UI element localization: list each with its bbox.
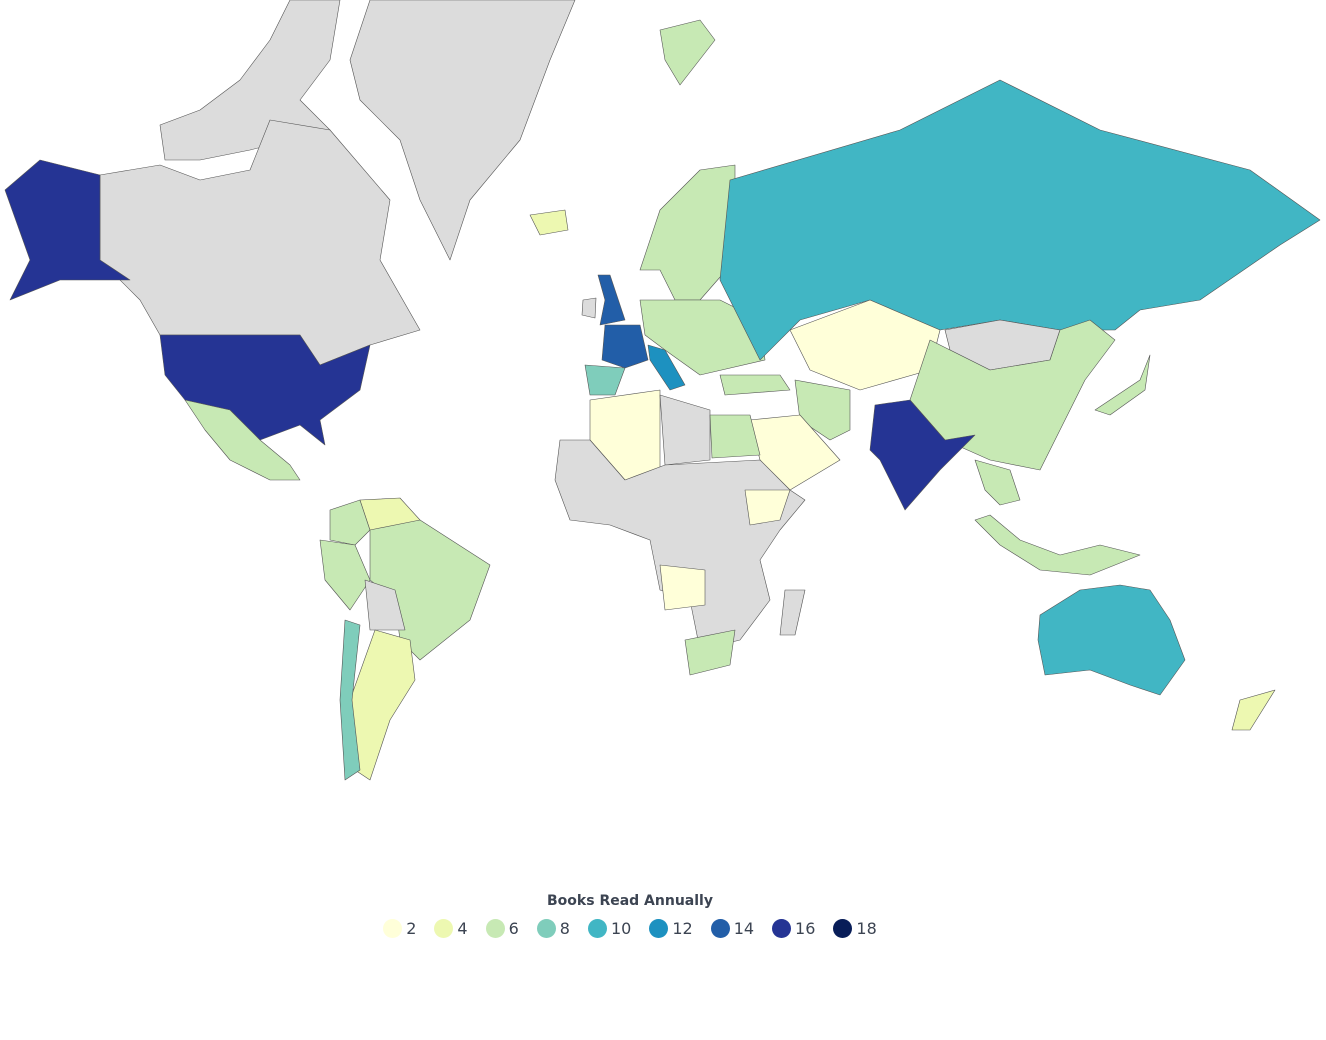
country-angola[interactable] bbox=[659, 564, 706, 611]
legend-color-swatch bbox=[434, 919, 454, 938]
legend-item[interactable]: 2 bbox=[383, 919, 416, 938]
legend-color-swatch bbox=[587, 919, 607, 938]
legend-label: 10 bbox=[610, 919, 632, 938]
country-ethiopia[interactable] bbox=[744, 489, 791, 526]
legend-label: 12 bbox=[672, 919, 693, 938]
country-france[interactable] bbox=[601, 324, 649, 369]
country-arctic-islands[interactable] bbox=[159, 0, 341, 161]
legend-color-swatch bbox=[383, 919, 403, 938]
country-spain[interactable] bbox=[584, 364, 626, 396]
country-ireland[interactable] bbox=[581, 297, 597, 319]
legend-item[interactable]: 14 bbox=[710, 919, 755, 938]
country-india[interactable] bbox=[869, 399, 976, 511]
legend-label: 4 bbox=[457, 919, 468, 938]
legend-label: 2 bbox=[406, 919, 417, 938]
legend: Books Read Annually 2 4 6 8 10 12 14 16 18 bbox=[0, 893, 1260, 938]
world-map bbox=[4, 0, 1321, 781]
country-australia[interactable] bbox=[1037, 584, 1186, 696]
legend-color-swatch bbox=[772, 919, 792, 938]
country-japan[interactable] bbox=[1094, 354, 1151, 416]
country-argentina[interactable] bbox=[349, 629, 416, 781]
country-canada[interactable] bbox=[99, 119, 421, 366]
country-central-africa[interactable] bbox=[554, 439, 806, 651]
country-mexico[interactable] bbox=[184, 399, 301, 481]
country-south-africa[interactable] bbox=[684, 629, 736, 676]
legend-color-swatch bbox=[649, 919, 669, 938]
country-indonesia[interactable] bbox=[974, 514, 1141, 576]
legend-items: 2 4 6 8 10 12 14 16 18 bbox=[0, 919, 1260, 938]
legend-item[interactable]: 18 bbox=[833, 919, 877, 938]
legend-color-swatch bbox=[833, 919, 853, 938]
legend-label: 14 bbox=[733, 919, 755, 938]
legend-item[interactable]: 10 bbox=[587, 919, 632, 938]
country-svalbard[interactable] bbox=[659, 19, 716, 86]
legend-label: 8 bbox=[559, 919, 570, 938]
country-new-zealand[interactable] bbox=[1231, 689, 1276, 731]
legend-color-swatch bbox=[710, 919, 730, 938]
legend-item[interactable]: 12 bbox=[649, 919, 693, 938]
legend-label: 6 bbox=[508, 919, 519, 938]
legend-color-swatch bbox=[536, 919, 556, 938]
country-chile[interactable] bbox=[339, 619, 361, 781]
country-egypt[interactable] bbox=[709, 414, 761, 459]
country-southeast-asia[interactable] bbox=[974, 459, 1021, 506]
country-colombia[interactable] bbox=[329, 499, 371, 546]
country-uk[interactable] bbox=[597, 274, 626, 326]
legend-label: 18 bbox=[856, 919, 877, 938]
country-central-europe[interactable] bbox=[639, 299, 766, 376]
country-iceland[interactable] bbox=[529, 209, 569, 236]
legend-item[interactable]: 4 bbox=[434, 919, 468, 938]
legend-item[interactable]: 6 bbox=[485, 919, 519, 938]
legend-item[interactable]: 16 bbox=[772, 919, 815, 938]
country-alaska-usa[interactable] bbox=[4, 159, 131, 301]
legend-label: 16 bbox=[795, 919, 816, 938]
country-greenland[interactable] bbox=[349, 0, 576, 261]
country-russia[interactable] bbox=[719, 79, 1321, 361]
legend-title: Books Read Annually bbox=[547, 893, 713, 909]
country-italy[interactable] bbox=[647, 344, 686, 391]
legend-item[interactable]: 8 bbox=[536, 919, 570, 938]
legend-color-swatch bbox=[485, 919, 505, 938]
country-turkey[interactable] bbox=[719, 374, 791, 396]
country-bolivia[interactable] bbox=[364, 579, 406, 631]
country-madagascar[interactable] bbox=[779, 589, 806, 636]
country-libya[interactable] bbox=[659, 394, 711, 466]
country-peru[interactable] bbox=[319, 539, 371, 611]
